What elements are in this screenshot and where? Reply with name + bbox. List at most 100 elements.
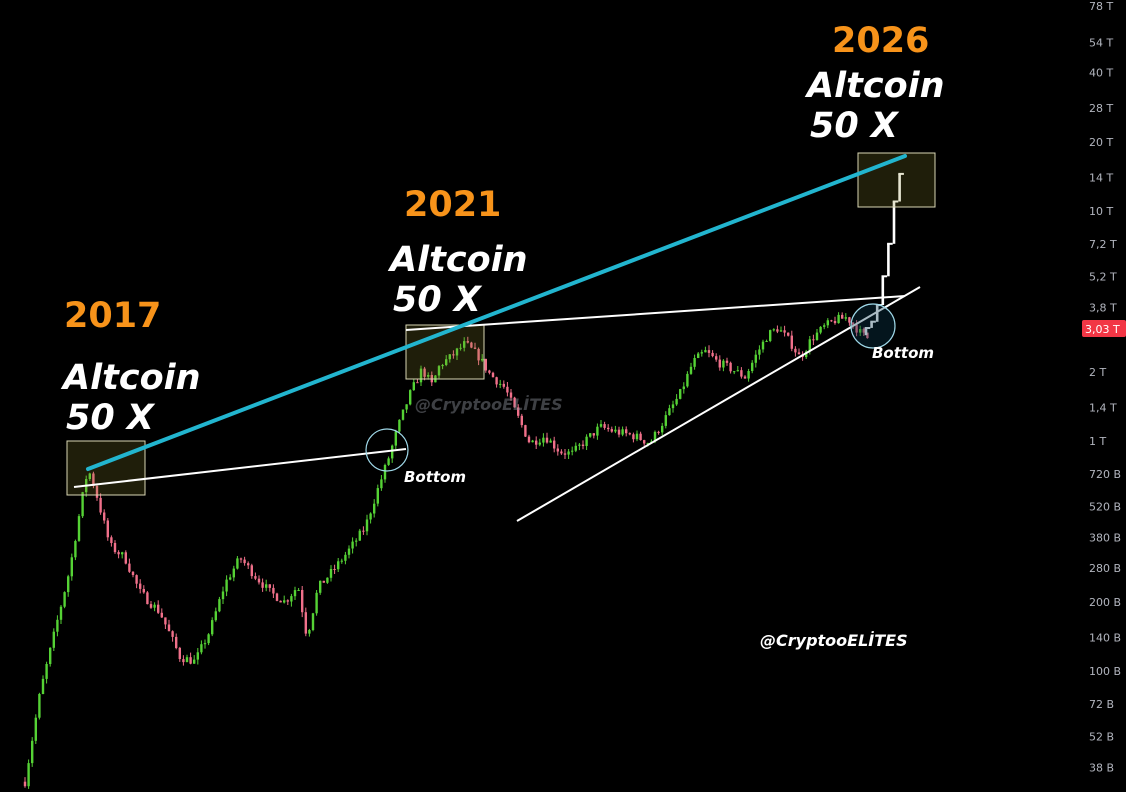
candle-down [517,407,520,416]
projection-bar [870,321,873,328]
candle-down [423,368,426,377]
candle-up [754,354,757,363]
candle-up [355,540,358,542]
candle-down [524,425,527,437]
candle-down [157,604,160,613]
candle-down [790,335,793,349]
candle-up [549,440,552,443]
candle-up [445,359,448,365]
candle-down [304,612,307,634]
candlestick-series [23,312,869,789]
candle-up [365,519,369,532]
candle-down [592,433,595,436]
candle-down [581,444,585,446]
candle-down [776,329,779,332]
candle-up [347,548,351,555]
candle-down [261,582,264,588]
projection-bars [864,172,904,336]
y-tick-label: 100 B [1089,665,1121,678]
candle-up [668,408,671,416]
y-tick-label: 200 B [1089,596,1121,609]
candle-down [250,565,253,577]
candle-down [812,339,815,341]
candle-up [185,657,189,663]
candle-down [603,424,606,428]
altcoin-label-2026: Altcoin [804,66,945,106]
candle-up [653,431,657,442]
candle-up [315,592,318,614]
candle-down [473,347,477,349]
candle-down [833,321,837,324]
candle-down [707,350,711,353]
candle-up [391,445,394,459]
y-tick-label: 2 T [1089,366,1106,379]
candle-up [826,320,829,326]
candle-down [239,558,243,560]
y-tick-label: 38 B [1089,762,1114,775]
candle-up [779,330,783,332]
candle-down [527,436,531,443]
candle-up [463,341,466,348]
candle-up [52,631,55,648]
candle-down [851,322,855,325]
candle-down [110,537,113,543]
candle-down [520,415,523,426]
candle-up [383,465,387,480]
candle-up [837,314,840,324]
candle-up [81,492,84,517]
candle-down [286,600,289,602]
candle-down [135,575,138,584]
candle-down [182,659,185,663]
candle-up [196,652,199,660]
candle-up [571,450,574,452]
candle-up [599,424,603,427]
candle-down [617,429,621,435]
y-tick-label: 720 B [1089,468,1121,481]
candle-down [362,530,365,532]
projection-bar [892,201,896,244]
candle-up [398,419,401,432]
candle-up [369,513,372,520]
candle-up [376,488,379,504]
projection-bar [881,276,885,305]
candle-up [686,373,689,387]
resistance-trendline-upper [405,295,906,331]
candle-up [675,398,678,405]
candle-up [225,579,228,592]
candle-up [859,329,862,333]
candle-down [466,341,469,343]
candle-up [481,358,484,361]
candle-up [74,541,77,558]
candle-up [193,659,196,664]
candle-down [128,563,131,572]
candle-down [866,332,869,339]
candle-up [211,620,214,635]
candle-up [340,560,343,562]
candle-up [200,644,203,653]
candle-down [178,647,181,659]
candle-up [844,317,847,319]
candle-up [538,442,541,445]
candle-up [765,341,768,342]
candle-down [513,397,516,408]
multiplier-label-2021: 50 X [393,280,483,320]
candle-up [319,580,322,593]
candle-down [146,592,149,605]
candle-up [218,599,221,612]
candle-up [70,557,73,577]
y-tick-label: 7,2 T [1089,238,1117,251]
y-tick-label: 28 T [1089,102,1113,115]
candle-up [704,350,707,353]
candle-up [290,596,293,602]
candle-up [236,558,239,569]
candle-down [495,377,498,385]
watermark-main: @CryptooELİTES [760,631,908,650]
candle-up [646,443,649,445]
candle-down [171,631,174,637]
candle-up [203,643,207,645]
y-tick-label: 14 T [1089,171,1113,184]
candle-down [743,376,747,379]
y-tick-label: 5,2 T [1089,270,1117,283]
y-tick-label: 20 T [1089,136,1113,149]
